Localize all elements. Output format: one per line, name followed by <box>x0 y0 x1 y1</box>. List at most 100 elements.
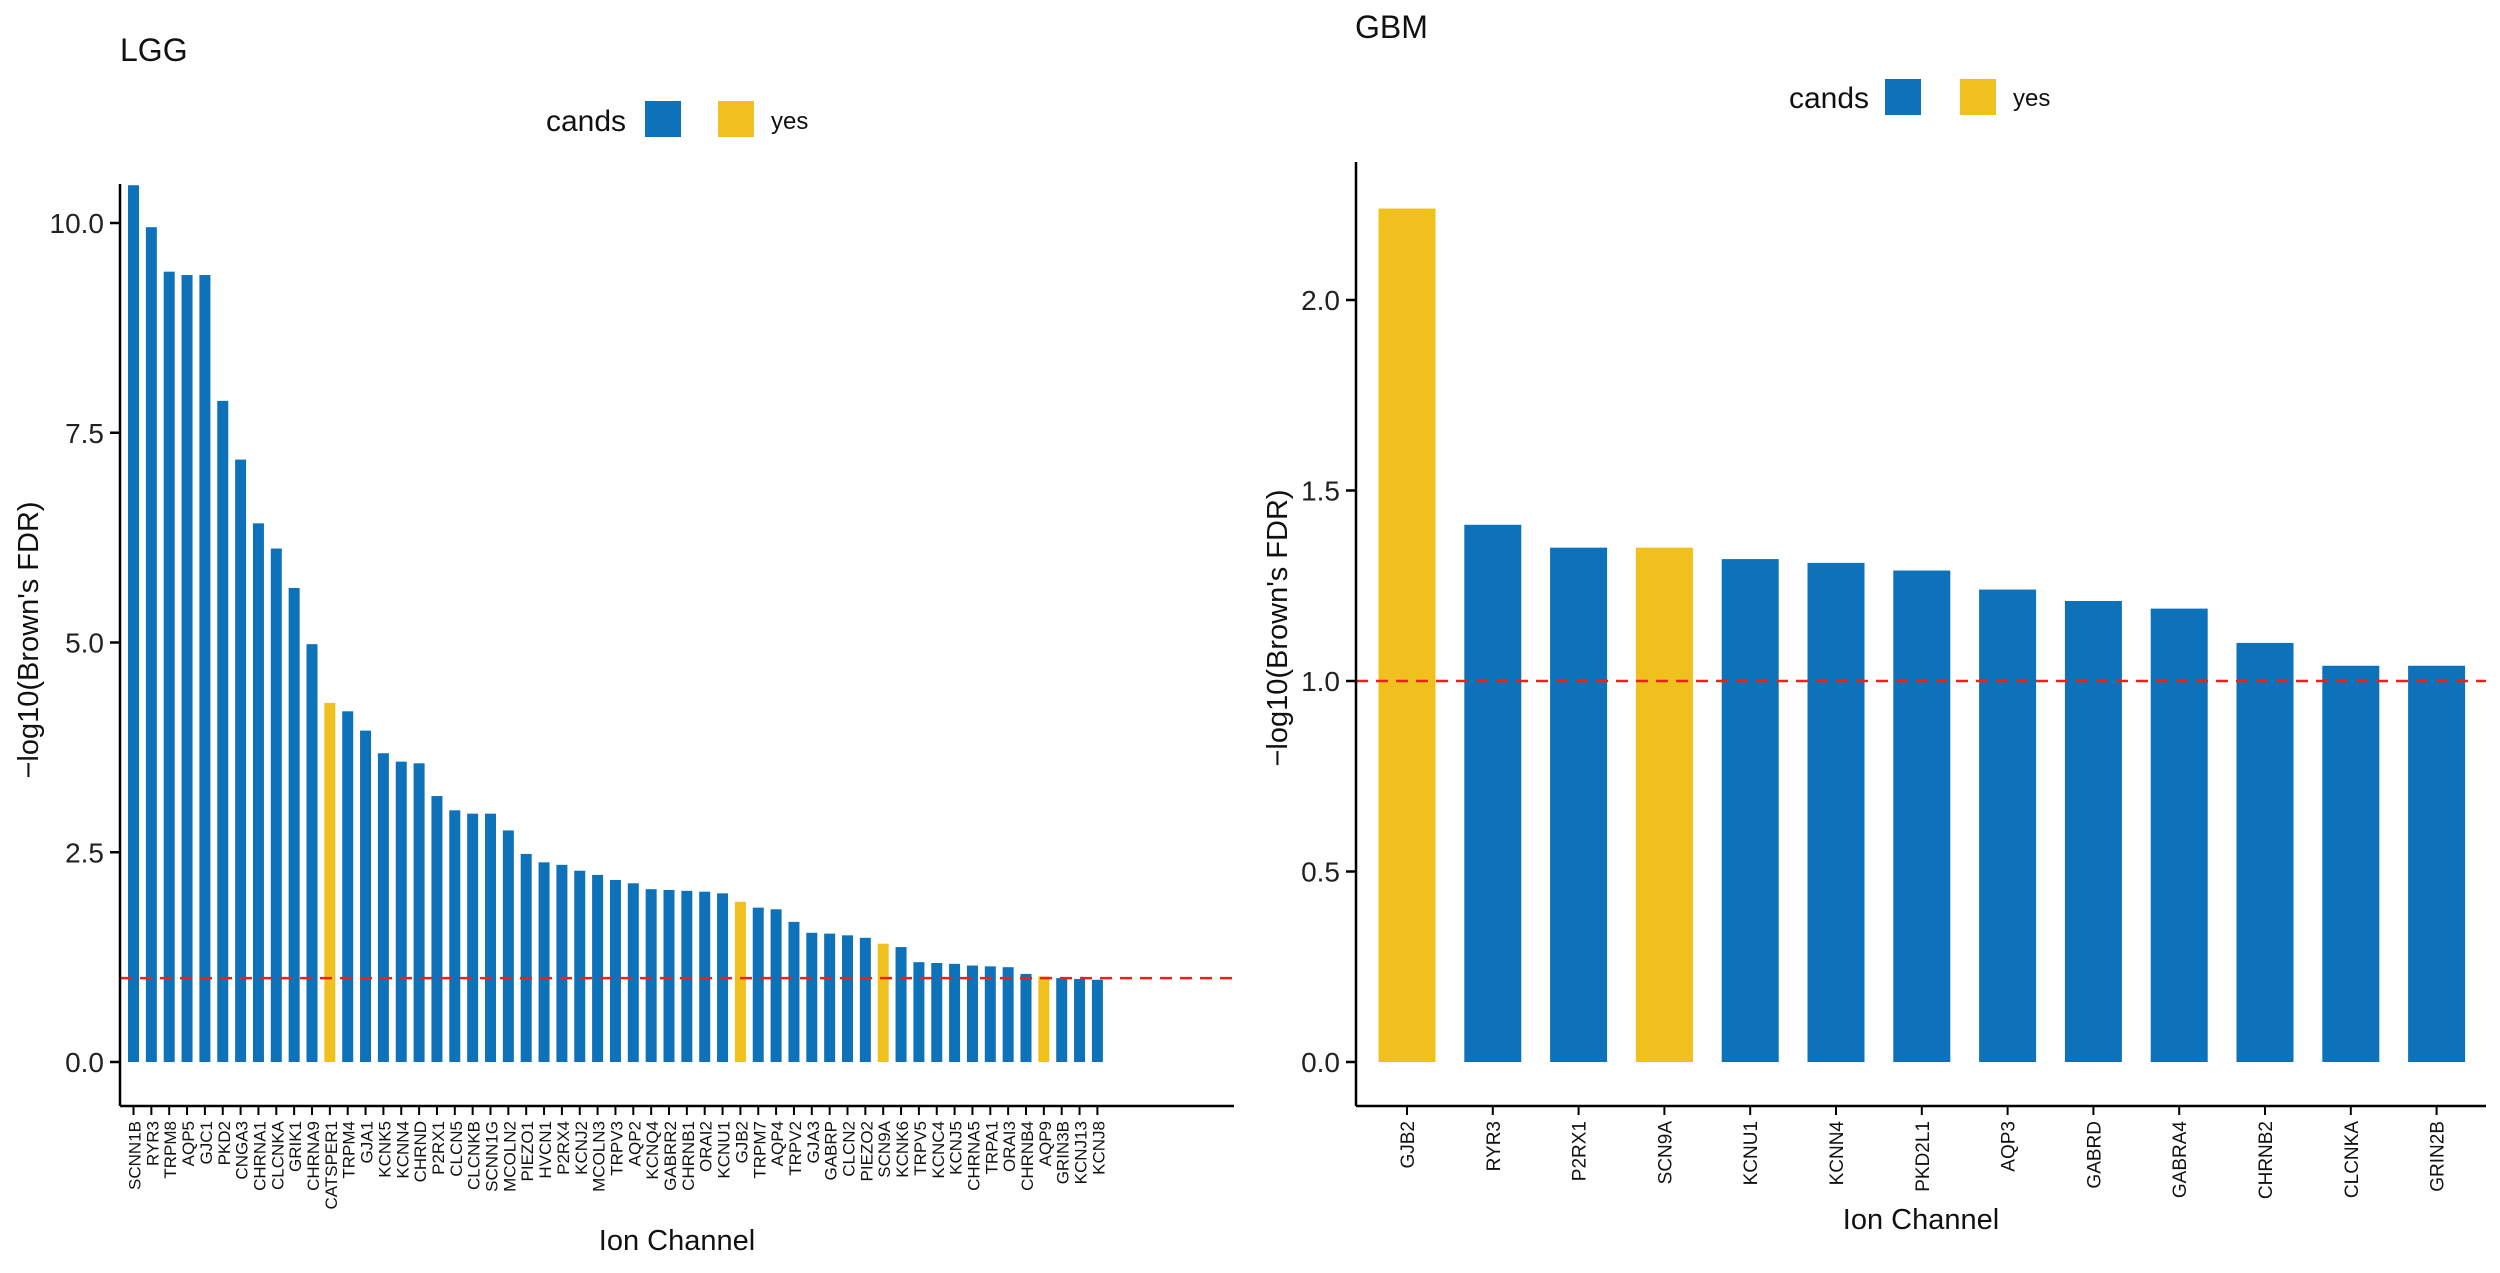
lgg-title: LGG <box>120 32 188 68</box>
lgg-legend-swatch-no <box>645 101 681 137</box>
lgg-x-tick-label: GRIK1 <box>286 1121 305 1172</box>
gbm-bars <box>1378 208 2466 1062</box>
gbm-x-tick-label: CLCNKA <box>2342 1121 2363 1198</box>
gbm-legend-title: cands <box>1789 82 1869 115</box>
lgg-legend-swatch-yes <box>718 101 754 137</box>
lgg-bar <box>842 935 853 1062</box>
gbm-legend-label-yes: yes <box>2013 85 2050 112</box>
gbm-x-tick-label: P2RX1 <box>1570 1121 1591 1181</box>
lgg-bar <box>449 810 461 1062</box>
lgg-x-tick-label: KCNJ5 <box>947 1121 966 1175</box>
gbm-x-tick-label: KCNU1 <box>1741 1121 1762 1185</box>
gbm-y-tick-label: 1.0 <box>1301 666 1340 697</box>
lgg-bar <box>342 711 354 1062</box>
lgg-bar <box>609 879 621 1062</box>
gbm-x-ticks: GJB2 RYR3 P2RX1 SCN9A KCNU1 KCNN4 PKD2L1 AQP3 GA… <box>1398 1106 2449 1199</box>
lgg-bar <box>520 853 532 1062</box>
lgg-bar <box>413 763 425 1062</box>
lgg-x-tick-label: RYR3 <box>143 1121 162 1166</box>
lgg-x-tick-label: HVCN1 <box>536 1121 555 1179</box>
gbm-bar <box>2408 665 2466 1062</box>
gbm-bar <box>2322 665 2380 1062</box>
lgg-x-tick-label: CHRNB1 <box>679 1121 698 1191</box>
gbm-x-tick-label: GABRD <box>2084 1121 2105 1189</box>
gbm-bar <box>1979 589 2037 1062</box>
lgg-x-tick-label: KCNK5 <box>375 1121 394 1178</box>
lgg-x-tick-label: GJB2 <box>732 1121 751 1164</box>
lgg-bar <box>699 891 711 1062</box>
lgg-bar <box>734 901 746 1062</box>
lgg-bar <box>288 587 300 1062</box>
lgg-x-tick-label: KCNJ2 <box>572 1121 591 1175</box>
lgg-bar <box>485 813 496 1062</box>
lgg-bar <box>467 813 479 1062</box>
lgg-x-tick-label: KCNC4 <box>929 1121 948 1179</box>
gbm-bar <box>2064 600 2122 1062</box>
lgg-x-tick-label: GABRR2 <box>661 1121 680 1191</box>
gbm-bar <box>1721 559 1779 1062</box>
gbm-x-tick-label: AQP3 <box>1999 1121 2020 1172</box>
lgg-y-tick-label: 0.0 <box>65 1047 104 1078</box>
gbm-y-tick-label: 1.5 <box>1301 476 1340 507</box>
lgg-x-tick-label: GJA3 <box>804 1121 823 1164</box>
gbm-y-tick-label: 0.0 <box>1301 1047 1340 1078</box>
lgg-x-tick-label: SCNN1B <box>126 1121 145 1190</box>
lgg-x-tick-label: CLCN2 <box>840 1121 859 1177</box>
lgg-x-tick-label: PIEZO1 <box>518 1121 537 1181</box>
lgg-bar <box>592 874 604 1062</box>
lgg-x-tick-label: GJA1 <box>358 1121 377 1164</box>
lgg-x-tick-label: P2RX4 <box>554 1121 573 1175</box>
lgg-x-tick-label: KCNQ4 <box>643 1121 662 1180</box>
lgg-x-tick-label: KCNU1 <box>715 1121 734 1179</box>
lgg-bar <box>377 753 389 1062</box>
lgg-bar <box>556 864 568 1062</box>
gbm-bar <box>1893 570 1951 1062</box>
gbm-bar <box>1464 524 1522 1062</box>
lgg-bar <box>913 962 925 1062</box>
gbm-bar <box>1550 547 1608 1062</box>
gbm-x-tick-label: PKD2L1 <box>1913 1121 1934 1192</box>
lgg-x-tick-label: GJC1 <box>197 1121 216 1164</box>
lgg-x-tick-label: MCOLN3 <box>590 1121 609 1192</box>
lgg-bar <box>306 644 318 1062</box>
lgg-legend-title: cands <box>546 105 626 138</box>
gbm-bar <box>1635 547 1693 1062</box>
lgg-bar <box>877 943 889 1062</box>
gbm-x-tick-label: GABRA4 <box>2170 1121 2191 1199</box>
lgg-bar <box>895 947 907 1062</box>
lgg-x-tick-label: CATSPER1 <box>322 1121 341 1210</box>
lgg-bar <box>1038 976 1050 1062</box>
lgg-bar <box>145 227 157 1062</box>
lgg-bar <box>681 890 693 1062</box>
lgg-x-tick-label: ORAI2 <box>697 1121 716 1172</box>
gbm-bar <box>2236 642 2294 1062</box>
lgg-x-tick-label: AQP4 <box>768 1121 787 1166</box>
lgg-x-tick-label: CLCNKB <box>465 1121 484 1190</box>
lgg-bar <box>574 870 586 1062</box>
lgg-bar <box>1002 967 1014 1062</box>
gbm-y-ticks: 0.0 0.5 1.0 1.5 2.0 <box>1301 285 1356 1078</box>
lgg-x-tick-label: CHRNA5 <box>964 1121 983 1191</box>
lgg-bar <box>824 933 836 1062</box>
lgg-panel: LGG cands yes 0.0 2.5 5.0 7.5 10.0 SCNN1BRYR… <box>13 32 1234 1257</box>
lgg-bar <box>984 966 996 1062</box>
gbm-y-axis-label: −log10(Brown's FDR) <box>1262 489 1294 766</box>
lgg-x-tick-label: KCNJ8 <box>1089 1121 1108 1175</box>
gbm-bar <box>1378 208 1436 1062</box>
lgg-x-tick-label: PKD2 <box>215 1121 234 1165</box>
lgg-bar <box>788 921 800 1062</box>
lgg-bar <box>627 883 639 1062</box>
lgg-bar <box>395 761 407 1062</box>
gbm-y-tick-label: 0.5 <box>1301 857 1340 888</box>
lgg-x-tick-label: TRPV5 <box>911 1121 930 1176</box>
lgg-x-tick-label: TRPM8 <box>161 1121 180 1179</box>
lgg-x-tick-label: TRPA1 <box>982 1121 1001 1175</box>
lgg-bar <box>199 275 211 1062</box>
lgg-x-tick-label: AQP5 <box>179 1121 198 1166</box>
lgg-x-tick-label: AQP9 <box>1036 1121 1055 1166</box>
lgg-x-tick-label: CNGA3 <box>233 1121 252 1180</box>
lgg-x-tick-label: CHRNA1 <box>250 1121 269 1191</box>
gbm-x-tick-label: GJB2 <box>1398 1121 1419 1169</box>
lgg-bar <box>1020 973 1032 1062</box>
gbm-x-axis-label: Ion Channel <box>1843 1204 1999 1236</box>
